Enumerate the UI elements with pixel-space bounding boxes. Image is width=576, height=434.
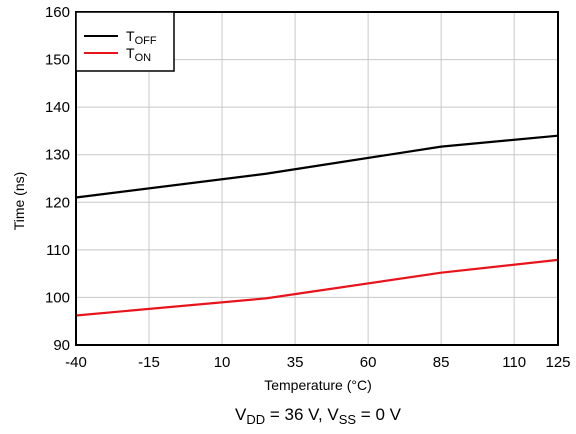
y-tick-label: 160 [45,4,70,21]
x-tick-label: 110 [502,354,526,371]
y-axis-title: Time (ns) [11,172,27,231]
legend-label-ton: TON [126,45,151,64]
tick-labels: -40 -15 10 35 60 85 110 125 90 100 110 120 130 140 150… [45,4,571,371]
y-tick-label: 150 [45,52,70,69]
plot-frame [75,11,559,346]
legend-box [75,11,175,72]
y-tick-label: 140 [45,99,70,116]
legend-label-toff: TOFF [126,28,157,47]
legend: TOFF TON [75,11,175,72]
series-line-ton [75,258,559,317]
x-axis-title: Temperature (°C) [264,377,372,393]
y-tick-label: 100 [45,289,70,306]
x-tick-label: -15 [138,354,160,371]
x-tick-label: 125 [545,354,570,371]
series-line-toff [75,134,559,199]
y-tick-label: 120 [45,194,70,211]
y-tick-label: 110 [46,242,70,259]
x-tick-label: 10 [214,354,231,371]
chart-caption: VDD = 36 V, VSS = 0 V [235,405,402,427]
y-tick-label: 130 [45,147,70,164]
y-tick-label: 90 [53,337,70,354]
x-tick-label: 60 [360,354,377,371]
x-tick-label: -40 [65,354,87,371]
x-tick-label: 35 [287,354,304,371]
x-tick-label: 85 [433,354,450,371]
